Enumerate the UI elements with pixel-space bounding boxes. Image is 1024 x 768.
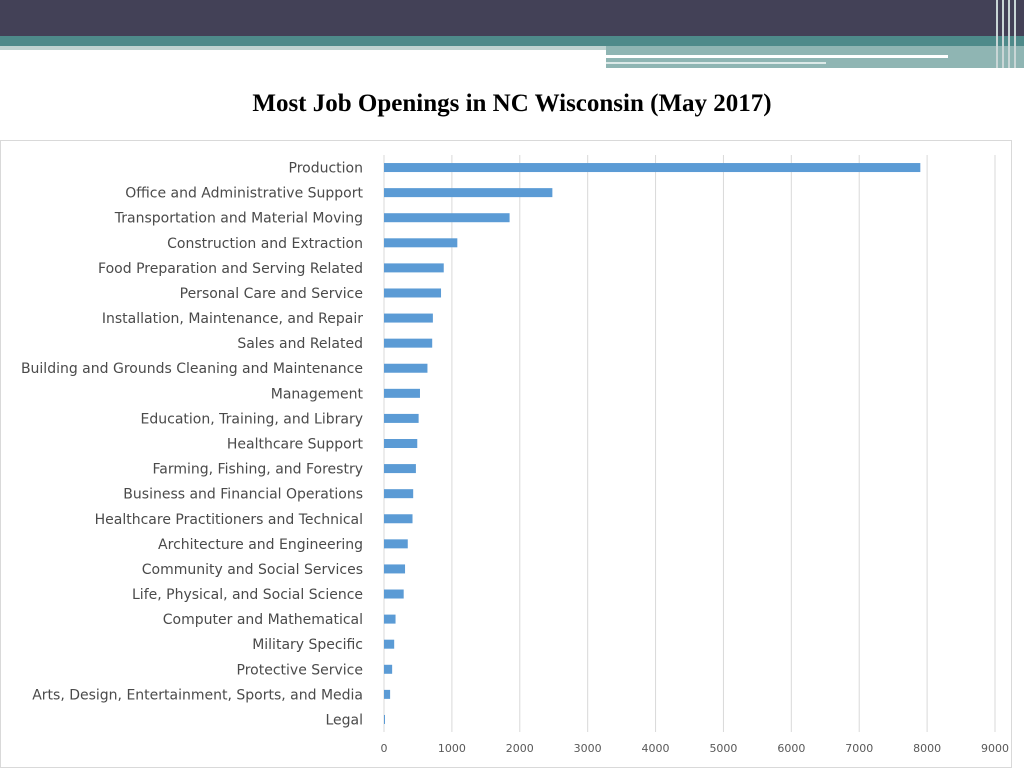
category-label: Construction and Extraction [167,236,363,252]
bar [384,689,391,699]
bar [384,639,395,649]
bar [384,564,406,574]
bar [384,263,444,273]
bar [384,388,420,398]
bar [384,338,433,348]
bar [384,464,416,474]
category-label: Education, Training, and Library [141,411,363,427]
bar [384,188,553,198]
x-tick-label: 0 [381,742,388,755]
bar [384,288,442,298]
header-light-strip [0,46,606,50]
category-label: Legal [325,712,363,728]
category-label: Life, Physical, and Social Science [132,587,363,603]
category-label: Community and Social Services [142,562,363,578]
x-tick-label: 3000 [574,742,602,755]
x-tick-label: 5000 [709,742,737,755]
x-tick-label: 8000 [913,742,941,755]
category-label: Personal Care and Service [180,286,363,302]
category-label: Office and Administrative Support [125,186,363,202]
bar [384,489,414,499]
x-tick-label: 9000 [981,742,1009,755]
bar [384,439,418,448]
bar [384,614,396,624]
x-tick-label: 6000 [777,742,805,755]
x-tick-label: 1000 [438,742,466,755]
x-tick-label: 7000 [845,742,873,755]
bar [384,539,408,549]
category-label: Farming, Fishing, and Forestry [153,462,363,478]
category-label: Installation, Maintenance, and Repair [102,311,363,327]
bar [384,213,510,223]
header-corner-stripes [990,0,1024,68]
category-label: Computer and Mathematical [163,612,363,628]
header-accent-line-secondary [606,62,826,64]
category-label: Healthcare Practitioners and Technical [95,512,363,528]
bar [384,664,393,674]
category-label: Protective Service [237,662,363,678]
header-dark-band [0,0,1024,36]
bar [384,714,385,724]
chart-title: Most Job Openings in NC Wisconsin (May 2… [252,90,772,117]
category-label: Business and Financial Operations [123,487,363,503]
category-label: Food Preparation and Serving Related [98,261,363,277]
header-accent-line [606,55,948,58]
category-label: Building and Grounds Cleaning and Mainte… [21,361,363,377]
bar [384,163,921,173]
category-label: Management [271,386,364,402]
category-label: Transportation and Material Moving [114,211,363,227]
bar [384,413,419,423]
x-tick-label: 4000 [642,742,670,755]
bar [384,589,404,599]
bar [384,313,433,323]
category-label: Healthcare Support [227,437,364,453]
header-teal-band [0,36,1024,46]
category-label: Military Specific [252,637,363,653]
x-tick-label: 2000 [506,742,534,755]
category-label: Arts, Design, Entertainment, Sports, and… [32,687,363,703]
category-label: Sales and Related [237,336,363,352]
category-label: Architecture and Engineering [158,537,363,553]
bar [384,514,413,524]
bar [384,238,458,248]
category-label: Production [289,161,363,177]
bar [384,363,428,373]
